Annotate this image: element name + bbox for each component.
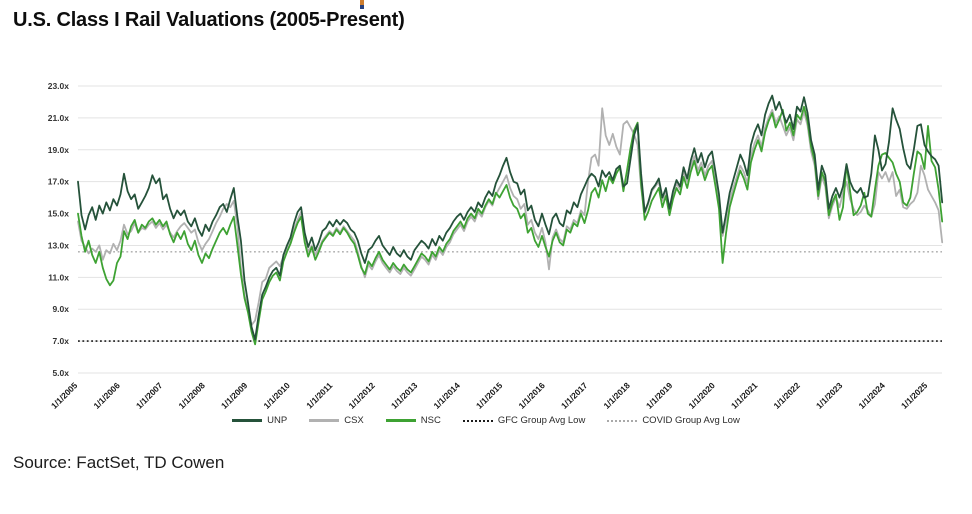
y-tick-label: 9.0x <box>52 304 69 314</box>
x-tick-label: 1/1/2006 <box>91 380 122 411</box>
chart-area: 5.0x 7.0x 9.0x 11.0x 13.0x 15.0x 17.0x 19.0x 21.… <box>0 70 972 415</box>
legend-swatch-solid <box>309 419 340 422</box>
legend-item-nsc: NSC <box>385 415 441 426</box>
x-tick-label: 1/1/2008 <box>176 380 207 411</box>
x-tick-label: 1/1/2013 <box>389 380 420 411</box>
legend-item-gfc-group-avg-low: GFC Group Avg Low <box>462 415 586 426</box>
x-tick-label: 1/1/2011 <box>304 380 334 410</box>
x-tick-label: 1/1/2022 <box>771 380 802 411</box>
legend-label: CSX <box>344 415 364 426</box>
x-tick-label: 1/1/2019 <box>644 380 675 411</box>
legend-swatch-dotted <box>607 419 638 422</box>
x-tick-label: 1/1/2005 <box>49 380 80 411</box>
series-nsc <box>77 105 944 346</box>
chart-title: U.S. Class I Rail Valuations (2005-Prese… <box>13 9 405 31</box>
x-tick-label: 1/1/2012 <box>346 380 377 411</box>
y-tick-label: 17.0x <box>48 177 70 187</box>
y-tick-label: 7.0x <box>52 336 69 346</box>
series-csx <box>77 107 944 327</box>
top-edge-artifact <box>360 0 364 9</box>
legend-swatch-solid <box>232 419 263 422</box>
legend-item-covid-group-avg-low: COVID Group Avg Low <box>607 415 740 426</box>
x-tick-label: 1/1/2007 <box>134 380 165 411</box>
x-tick-label: 1/1/2017 <box>559 380 590 411</box>
legend-label: GFC Group Avg Low <box>497 415 586 426</box>
x-tick-label: 1/1/2018 <box>601 380 632 411</box>
source-citation: Source: FactSet, TD Cowen <box>13 453 225 472</box>
x-tick-label: 1/1/2009 <box>219 380 250 411</box>
legend-label: NSC <box>420 415 441 426</box>
legend-item-unp: UNP <box>232 415 287 426</box>
x-tick-label: 1/1/2014 <box>431 380 462 411</box>
y-tick-label: 15.0x <box>48 209 70 219</box>
y-tick-label: 23.0x <box>48 81 70 91</box>
x-tick-label: 1/1/2021 <box>729 380 760 411</box>
x-tick-label: 1/1/2016 <box>516 380 547 411</box>
legend-label: UNP <box>267 415 288 426</box>
legend-swatch-dotted <box>462 419 493 422</box>
y-tick-label: 11.0x <box>48 272 69 282</box>
series-unp <box>77 94 944 341</box>
y-tick-label: 5.0x <box>52 368 69 378</box>
legend-label: COVID Group Avg Low <box>642 415 740 426</box>
y-axis-labels: 5.0x 7.0x 9.0x 11.0x 13.0x 15.0x 17.0x 19.0x 21.… <box>48 81 70 378</box>
y-tick-label: 19.0x <box>48 145 70 155</box>
legend-item-csx: CSX <box>309 415 364 426</box>
x-tick-label: 1/1/2023 <box>814 380 845 411</box>
y-tick-label: 21.0x <box>48 113 70 123</box>
chart-legend: UNP CSX NSC GFC Group Avg Low COVID Group Av… <box>0 415 972 426</box>
x-tick-label: 1/1/2015 <box>474 380 505 411</box>
x-axis-labels: 1/1/2005 1/1/2006 1/1/2007 1/1/2008 1/1/2009… <box>49 380 930 411</box>
x-tick-label: 1/1/2025 <box>899 380 930 411</box>
x-tick-label: 1/1/2024 <box>856 380 887 411</box>
rail-valuations-line-chart: 5.0x 7.0x 9.0x 11.0x 13.0x 15.0x 17.0x 19.0x 21.… <box>48 81 944 411</box>
y-tick-label: 13.0x <box>48 240 70 250</box>
legend-swatch-solid <box>385 419 416 422</box>
x-tick-label: 1/1/2020 <box>686 380 717 411</box>
x-tick-label: 1/1/2010 <box>261 380 292 411</box>
